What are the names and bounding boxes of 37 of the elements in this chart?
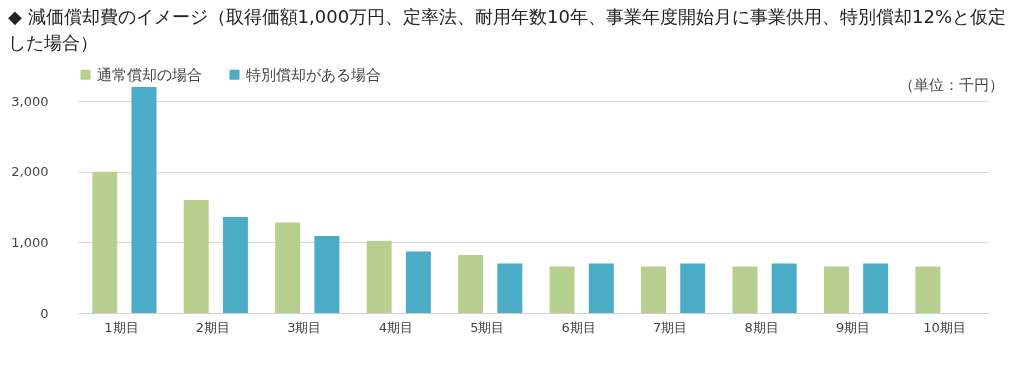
x-tick-label: 1期目 (104, 319, 139, 335)
bar (863, 263, 889, 313)
x-tick-label: 7期目 (653, 319, 688, 335)
bar (771, 263, 797, 313)
x-tick-label: 6期目 (561, 319, 596, 335)
annotation: （単位：千円） (899, 76, 1004, 95)
bar (314, 236, 340, 313)
bar (680, 263, 706, 313)
y-tick-label: 3,000 (11, 93, 49, 109)
bar (275, 222, 301, 313)
x-tick-label: 9期目 (835, 319, 871, 335)
bar (131, 87, 157, 313)
bar (823, 266, 849, 313)
bar (497, 263, 523, 313)
bar (549, 266, 575, 313)
x-tick-label: 8期目 (744, 319, 779, 335)
y-tick-label: 1,000 (11, 234, 49, 250)
bar (366, 240, 392, 313)
bar (405, 251, 431, 313)
y-tick-label: 2,000 (11, 164, 49, 180)
bar (222, 216, 248, 313)
x-tick-label: 10期目 (923, 319, 966, 335)
bar (458, 255, 484, 313)
chart-title: ◆ 減価償却費のイメージ（取得価額1,000万円、定率法、耐用年数10年、事業年度開始月に事業供用、特別償却12%と仮定した場合） (8, 5, 1007, 55)
bar (732, 266, 758, 313)
bar (588, 263, 614, 313)
bar (92, 171, 118, 313)
x-tick-label: 2期目 (195, 319, 231, 335)
legend-label: 通常償却の場合 (97, 65, 202, 84)
bar (183, 200, 209, 313)
bar (915, 266, 941, 313)
x-tick-label: 3期目 (287, 319, 322, 335)
x-tick-label: 5期目 (470, 319, 505, 335)
legend-label: 特別償却がある場合 (246, 65, 381, 84)
y-tick-label: 0 (40, 305, 49, 321)
bar (641, 266, 667, 313)
x-tick-label: 4期目 (378, 319, 413, 335)
